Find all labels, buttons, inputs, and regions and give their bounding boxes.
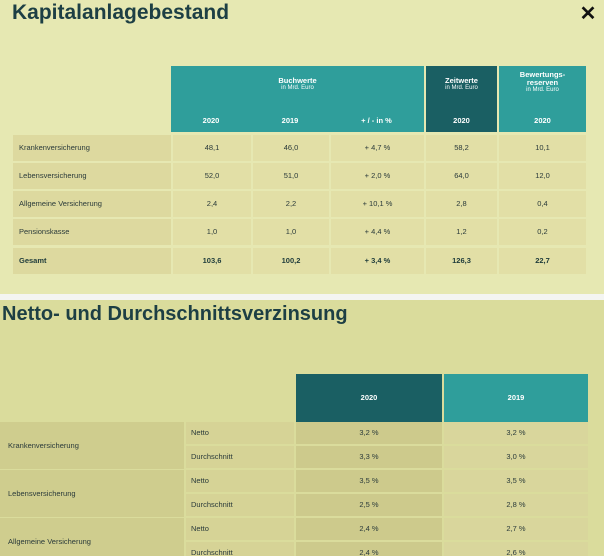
table-row-total: Gesamt 103,6 100,2 + 3,4 % 126,3 22,7 (13, 248, 586, 275)
table-cell: 2,6 % (444, 542, 588, 556)
row-label: Netto (186, 470, 294, 492)
header-bewertungsreserven: Bewertungs-reserven in Mrd. Euro (499, 66, 586, 110)
table-cell: 3,5 % (444, 470, 588, 492)
kapitalanlage-panel: Kapitalanlagebestand ✕ Buchwerte in Mrd.… (0, 0, 604, 294)
table-cell: 2,2 (253, 191, 329, 217)
table-cell: 58,2 (426, 135, 497, 161)
table-row: Allgemeine Versicherung 2,4 2,2 + 10,1 %… (13, 191, 586, 218)
table-cell: 2,7 % (444, 518, 588, 540)
col-header-change: + / - in % (329, 110, 424, 132)
table-cell: + 4,7 % (331, 135, 424, 161)
table-cell: + 4,4 % (331, 219, 424, 245)
table-cell: 2,4 % (296, 518, 442, 540)
table-cell: 10,1 (499, 135, 586, 161)
table-cell: 3,5 % (296, 470, 442, 492)
group-label: Allgemeine Versicherung (0, 518, 184, 556)
col-header-2020: 2020 (296, 374, 442, 422)
table-cell: 0,2 (499, 219, 586, 245)
table-cell: 1,0 (253, 219, 329, 245)
table-cell: 3,3 % (296, 446, 442, 468)
table-cell: 100,2 (253, 248, 329, 274)
table-cell: 126,3 (426, 248, 497, 274)
table-cell: 52,0 (173, 163, 251, 189)
table-cell: 3,2 % (296, 422, 442, 444)
row-label: Krankenversicherung (13, 135, 171, 161)
row-label: Allgemeine Versicherung (13, 191, 171, 217)
table-row: Lebensversicherung 52,0 51,0 + 2,0 % 64,… (13, 163, 586, 190)
kapitalanlage-title: Kapitalanlagebestand (12, 1, 230, 24)
row-label: Durchschnitt (186, 446, 294, 468)
header-buchwerte: Buchwerte in Mrd. Euro (171, 66, 424, 110)
row-label: Netto (186, 422, 294, 444)
table-cell: 2,8 (426, 191, 497, 217)
row-label: Lebensversicherung (13, 163, 171, 189)
table-cell: 1,0 (173, 219, 251, 245)
row-label: Pensionskasse (13, 219, 171, 245)
col-header-buchwerte-2019: 2019 (251, 110, 329, 132)
table-row: Pensionskasse 1,0 1,0 + 4,4 % 1,2 0,2 (13, 219, 586, 246)
table-cell: 2,4 % (296, 542, 442, 556)
row-label: Durchschnitt (186, 542, 294, 556)
verzinsung-panel: Netto- und Durchschnittsverzinsung 2020 … (0, 300, 604, 556)
verzinsung-title: Netto- und Durchschnittsverzinsung (2, 303, 348, 325)
table-cell: 0,4 (499, 191, 586, 217)
table-cell: 3,0 % (444, 446, 588, 468)
table-row: Krankenversicherung 48,1 46,0 + 4,7 % 58… (13, 135, 586, 162)
col-header-2019: 2019 (444, 374, 588, 422)
col-header-buchwerte-2020: 2020 (171, 110, 251, 132)
table-cell: 1,2 (426, 219, 497, 245)
table-cell: + 10,1 % (331, 191, 424, 217)
close-icon[interactable]: ✕ (579, 3, 597, 25)
table-cell: 48,1 (173, 135, 251, 161)
table-cell: 2,8 % (444, 494, 588, 516)
group-label: Lebensversicherung (0, 470, 184, 517)
table-cell: 2,5 % (296, 494, 442, 516)
col-header-reserven-2020: 2020 (499, 110, 586, 132)
table-cell: 22,7 (499, 248, 586, 274)
table-cell: + 3,4 % (331, 248, 424, 274)
row-label: Netto (186, 518, 294, 540)
row-label: Durchschnitt (186, 494, 294, 516)
table-cell: 12,0 (499, 163, 586, 189)
row-label: Gesamt (13, 248, 171, 274)
col-header-zeitwerte-2020: 2020 (426, 110, 497, 132)
table-cell: 2,4 (173, 191, 251, 217)
header-zeitwerte: Zeitwerte in Mrd. Euro (426, 66, 497, 110)
table-cell: 51,0 (253, 163, 329, 189)
table-cell: 46,0 (253, 135, 329, 161)
table-cell: + 2,0 % (331, 163, 424, 189)
table-cell: 64,0 (426, 163, 497, 189)
table-cell: 103,6 (173, 248, 251, 274)
table-cell: 3,2 % (444, 422, 588, 444)
group-label: Krankenversicherung (0, 422, 184, 469)
